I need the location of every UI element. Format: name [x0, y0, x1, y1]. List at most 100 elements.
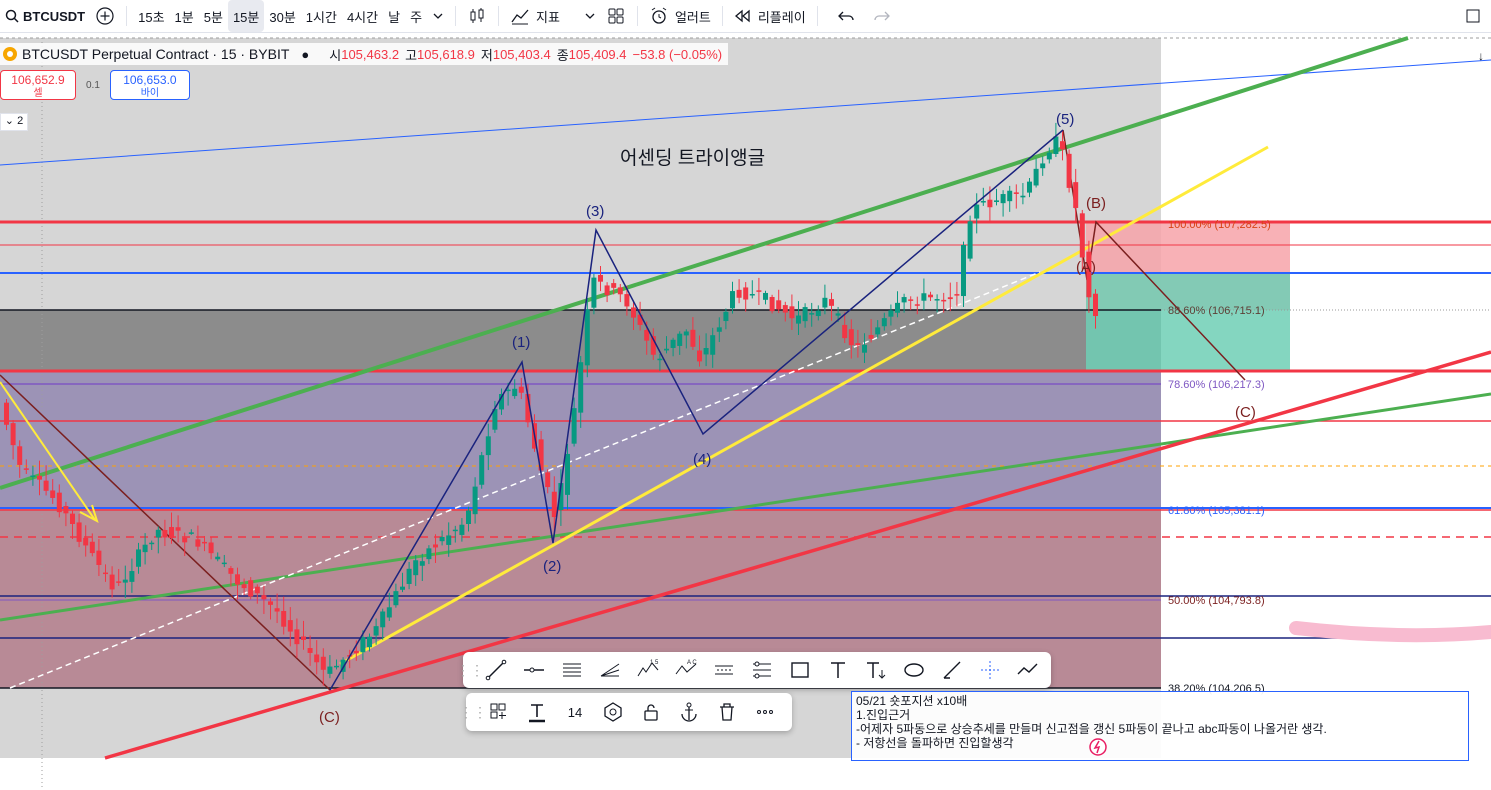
- wave-label-b: (B): [1086, 195, 1106, 212]
- font-size-select[interactable]: 14: [567, 704, 583, 720]
- candle: [479, 455, 485, 485]
- interval-1h[interactable]: 1시간: [305, 9, 337, 25]
- drag-handle[interactable]: ⋮⋮: [459, 703, 487, 720]
- more-icon[interactable]: [746, 694, 784, 730]
- text-icon[interactable]: [819, 652, 857, 688]
- pattern-label: 어센딩 트라이앵글: [620, 147, 765, 169]
- chart-type-button[interactable]: [462, 0, 492, 32]
- channel-upper-green[interactable]: [0, 36, 1409, 490]
- candle: [842, 324, 848, 339]
- candle: [584, 309, 590, 366]
- elliott-impulse-icon[interactable]: 1 5: [629, 652, 667, 688]
- trade-note-box[interactable]: 05/21 숏포지션 x10배 1.진입근거 -어제자 5파동으로 상승추세를 …: [851, 691, 1469, 761]
- interval-5m[interactable]: 5분: [203, 9, 223, 25]
- candle: [492, 409, 498, 430]
- interval-day[interactable]: 날: [388, 9, 401, 25]
- trend-line-dashed[interactable]: [9, 271, 1041, 689]
- indicators-dropdown[interactable]: [579, 0, 601, 32]
- buy-button[interactable]: 106,653.0 바이: [109, 70, 190, 100]
- template-icon[interactable]: [480, 694, 518, 730]
- chevron-down-icon: [433, 13, 443, 19]
- interval-4h[interactable]: 4시간: [346, 9, 379, 25]
- candle: [96, 550, 102, 565]
- toolbar-divider: [816, 6, 818, 26]
- candle: [683, 331, 689, 336]
- trend-line-blue[interactable]: [0, 59, 1491, 166]
- horizontal-ray-icon[interactable]: [515, 652, 553, 688]
- redo-button[interactable]: [868, 0, 896, 32]
- pitchfork-icon[interactable]: [591, 652, 629, 688]
- candle: [1060, 141, 1065, 150]
- order-qty[interactable]: 0.1: [86, 79, 100, 91]
- candle: [934, 299, 940, 301]
- buy-label: 바이: [140, 88, 160, 99]
- long-short-icon[interactable]: [743, 652, 781, 688]
- anchor-icon[interactable]: [670, 694, 708, 730]
- interval-1m[interactable]: 1분: [174, 9, 194, 25]
- symbol-search[interactable]: BTCUSDT: [0, 0, 90, 32]
- indicators-label: 지표: [536, 9, 560, 25]
- candle: [895, 302, 900, 313]
- scroll-down-icon[interactable]: ↓: [1478, 49, 1484, 63]
- open-label: 시: [329, 47, 342, 63]
- fullscreen-button[interactable]: [1461, 0, 1485, 32]
- undo-icon: [837, 11, 854, 21]
- indicators-button[interactable]: 지표: [505, 0, 565, 32]
- candle: [459, 524, 465, 535]
- sell-button[interactable]: 106,652.9 셀: [0, 70, 76, 100]
- indicators-icon: [511, 9, 529, 25]
- path-icon[interactable]: [1009, 652, 1047, 688]
- interval-30m[interactable]: 30분: [269, 9, 296, 25]
- undo-button[interactable]: [832, 0, 860, 32]
- elliott-correction-icon[interactable]: A C: [667, 652, 705, 688]
- drag-handle[interactable]: ⋮⋮: [456, 661, 484, 678]
- interval-15s[interactable]: 15초: [138, 9, 165, 25]
- candle: [83, 537, 89, 546]
- ascending-support-yellow[interactable]: [339, 145, 1269, 666]
- candle: [208, 542, 214, 554]
- candle: [294, 629, 300, 645]
- candle: [327, 666, 333, 674]
- text-color-icon[interactable]: [518, 694, 556, 730]
- interval-week[interactable]: 주: [410, 9, 423, 25]
- lightning-icon[interactable]: [1088, 737, 1108, 757]
- interval-15m[interactable]: 15분: [227, 0, 265, 32]
- replay-button[interactable]: 리플레이: [729, 0, 811, 32]
- wave-label-5: (5): [1056, 111, 1074, 128]
- candle: [591, 277, 597, 308]
- elliott-wave-path[interactable]: [329, 129, 1064, 691]
- position-target-zone[interactable]: [1086, 273, 1290, 371]
- candle: [875, 327, 881, 335]
- alert-button[interactable]: 얼러트: [644, 0, 716, 32]
- projection-icon[interactable]: [705, 652, 743, 688]
- candle: [301, 636, 306, 640]
- alarm-clock-icon: [651, 7, 667, 24]
- trend-line-icon[interactable]: [477, 652, 515, 688]
- brush-icon[interactable]: [933, 652, 971, 688]
- arrow-yellow[interactable]: [0, 381, 96, 521]
- parallel-channel-icon[interactable]: [553, 652, 591, 688]
- layouts-button[interactable]: [601, 0, 631, 32]
- candle: [466, 510, 471, 524]
- rewind-icon: [734, 9, 750, 23]
- ellipse-icon[interactable]: [895, 652, 933, 688]
- candle: [855, 343, 861, 346]
- candle: [710, 335, 716, 355]
- crosshair-icon[interactable]: [971, 652, 1009, 688]
- compare-symbol-button[interactable]: [90, 0, 120, 32]
- chart-canvas[interactable]: 어센딩 트라이앵글 (1) (2) (3) (4) (5) (B) (C) (C…: [0, 33, 1491, 790]
- lock-icon[interactable]: [632, 694, 670, 730]
- wave-label-2: (2): [543, 558, 561, 575]
- indicator-collapse-button[interactable]: ⌄ 2: [0, 113, 28, 131]
- candle: [149, 542, 155, 545]
- interval-dropdown[interactable]: [427, 0, 449, 32]
- candle: [155, 529, 161, 538]
- trend-line-red[interactable]: [104, 350, 1491, 760]
- trash-icon[interactable]: [708, 694, 746, 730]
- hexagon-icon[interactable]: [594, 694, 632, 730]
- rectangle-icon[interactable]: [781, 652, 819, 688]
- note-line-1: 05/21 숏포지션 x10배: [856, 694, 968, 708]
- text-anchor-icon[interactable]: [857, 652, 895, 688]
- candle: [862, 344, 867, 353]
- brush-highlight[interactable]: [1289, 621, 1491, 643]
